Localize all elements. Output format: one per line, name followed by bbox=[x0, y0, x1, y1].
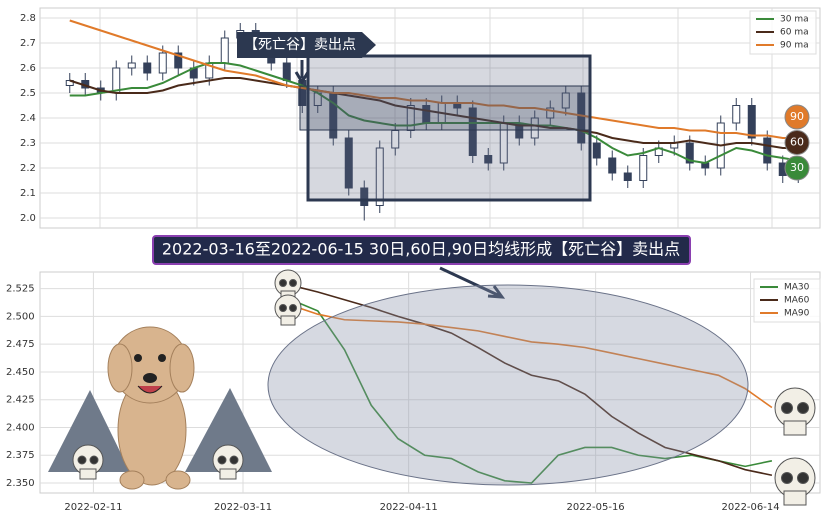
y-tick-label: 2.4 bbox=[20, 113, 36, 124]
highlight-ellipse bbox=[267, 284, 749, 486]
ma-line bbox=[69, 62, 799, 165]
end-badge-label: 90 bbox=[790, 110, 804, 123]
y-tick-label: 2.1 bbox=[20, 188, 36, 199]
candle-body bbox=[158, 52, 167, 74]
candle-body bbox=[685, 142, 694, 164]
end-badge bbox=[784, 155, 810, 181]
legend-label: MA30 bbox=[784, 283, 810, 293]
banner-arrow bbox=[439, 266, 506, 299]
candle-body bbox=[220, 37, 229, 64]
candle-body bbox=[484, 155, 493, 164]
down-arrow bbox=[294, 60, 310, 85]
y-tick-label: 2.350 bbox=[6, 478, 35, 489]
y-tick-label: 2.425 bbox=[6, 395, 35, 406]
candle-body bbox=[608, 157, 617, 174]
y-tick-label: 2.400 bbox=[6, 422, 35, 433]
candle-body bbox=[732, 105, 741, 124]
dog bbox=[107, 326, 195, 490]
candle-body bbox=[468, 107, 477, 156]
candle-body bbox=[344, 137, 353, 189]
skulls bbox=[72, 269, 816, 506]
legend-label: 90 ma bbox=[780, 41, 809, 51]
end-badge bbox=[784, 130, 810, 155]
mountains bbox=[48, 388, 272, 472]
x-tick-label: 2022-05-16 bbox=[567, 502, 625, 513]
candle-body bbox=[143, 62, 152, 74]
ma-line bbox=[290, 304, 773, 409]
end-badge bbox=[784, 104, 810, 130]
x-tick-label: 2022-02-11 bbox=[64, 502, 122, 513]
y-tick-label: 2.525 bbox=[6, 284, 35, 295]
y-tick-label: 2.500 bbox=[6, 311, 35, 322]
end-badge-label: 60 bbox=[790, 136, 804, 149]
end-badge-label: 30 bbox=[790, 161, 804, 174]
candle-body bbox=[592, 142, 601, 159]
y-tick-label: 2.2 bbox=[20, 163, 36, 174]
y-tick-label: 2.0 bbox=[20, 213, 36, 224]
death-valley-zone bbox=[306, 54, 592, 202]
x-tick-label: 2022-03-11 bbox=[214, 502, 272, 513]
candle-body bbox=[360, 187, 369, 206]
ma-line bbox=[69, 19, 799, 139]
candle-body bbox=[546, 107, 555, 119]
legend-label: 30 ma bbox=[780, 15, 809, 25]
candle-body bbox=[561, 92, 570, 109]
x-tick-label: 2022-06-14 bbox=[721, 502, 779, 513]
candle-body bbox=[763, 137, 772, 164]
legend-label: 60 ma bbox=[780, 28, 809, 38]
y-tick-label: 2.7 bbox=[20, 38, 36, 49]
candle-body bbox=[623, 172, 632, 181]
candle-body bbox=[375, 147, 384, 206]
candle-body bbox=[530, 117, 539, 139]
y-tick-label: 2.3 bbox=[20, 138, 36, 149]
candle-body bbox=[639, 155, 648, 181]
ma-line bbox=[290, 299, 773, 484]
legend-label: MA60 bbox=[784, 296, 810, 306]
y-tick-label: 2.450 bbox=[6, 367, 35, 378]
candle-body bbox=[747, 105, 756, 139]
banner-text: 2022-03-16至2022-06-15 30日,60日,90日均线形成【死亡… bbox=[162, 240, 680, 259]
bottom-frame bbox=[39, 271, 821, 494]
y-tick-label: 2.475 bbox=[6, 339, 35, 350]
y-tick-label: 2.8 bbox=[20, 13, 36, 24]
y-tick-label: 2.5 bbox=[20, 88, 36, 99]
candle-body bbox=[282, 62, 291, 81]
y-tick-label: 2.375 bbox=[6, 450, 35, 461]
y-tick-label: 2.6 bbox=[20, 63, 36, 74]
candle-body bbox=[127, 62, 136, 69]
annotation: 【死亡谷】卖出点 bbox=[244, 37, 356, 53]
legend-label: MA90 bbox=[784, 309, 810, 319]
ma-line bbox=[290, 284, 773, 477]
x-tick-label: 2022-04-11 bbox=[380, 502, 438, 513]
banner bbox=[152, 235, 691, 265]
death-valley-core bbox=[299, 85, 591, 131]
candle-body bbox=[577, 92, 586, 144]
ma-line bbox=[69, 77, 799, 149]
label-arrow bbox=[237, 32, 376, 58]
candle-body bbox=[174, 52, 183, 69]
